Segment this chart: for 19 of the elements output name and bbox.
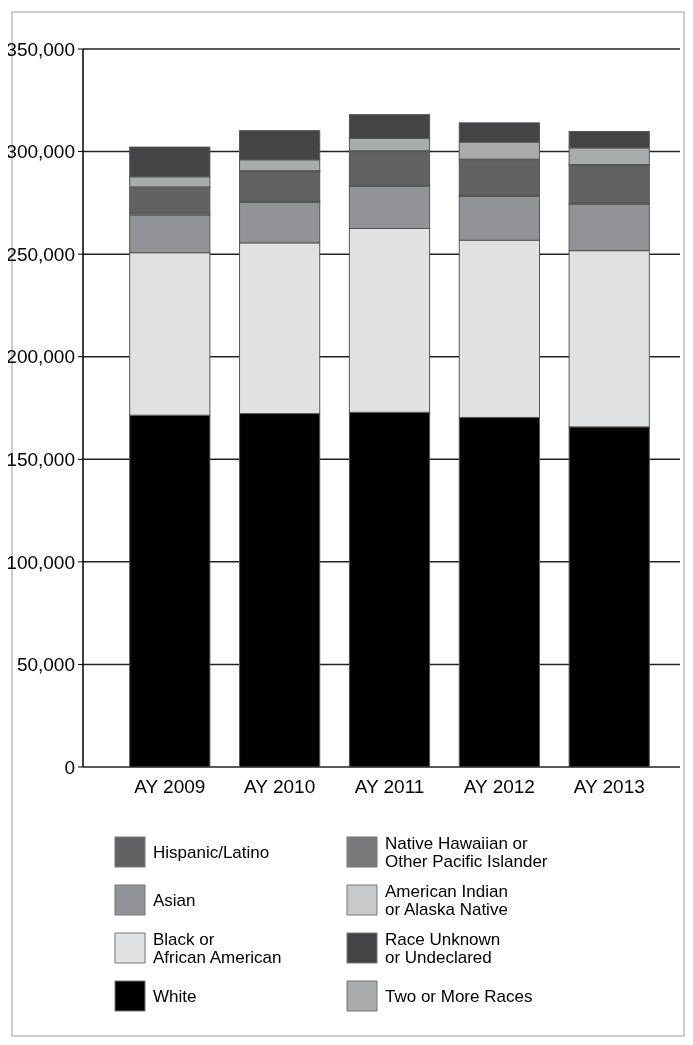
- legend-label: Black or African American: [153, 929, 282, 967]
- legend-label: Hispanic/Latino: [153, 842, 270, 862]
- x-tick-label: AY 2010: [244, 776, 316, 797]
- legend-label: American Indian or Alaska Native: [385, 881, 508, 919]
- y-tick-label: 150,000: [6, 448, 75, 470]
- legend-label: Asian: [153, 890, 196, 910]
- legend-label: Race Unknown or Undeclared: [385, 929, 501, 967]
- legend-label: Native Hawaiian or Other Pacific Islander: [385, 833, 548, 871]
- x-tick-label: AY 2013: [573, 776, 645, 797]
- x-tick-label: AY 2012: [463, 776, 535, 797]
- y-tick-label: 200,000: [6, 346, 75, 368]
- y-tick-label: 250,000: [6, 243, 75, 265]
- x-tick-label: AY 2011: [354, 776, 425, 797]
- y-tick-label: 0: [64, 756, 75, 778]
- legend-label: White: [153, 986, 197, 1006]
- y-tick-label: 100,000: [6, 551, 75, 573]
- x-tick-label: AY 2009: [134, 776, 206, 797]
- y-tick-label: 50,000: [16, 654, 75, 676]
- legend-label: Two or More Races: [385, 986, 533, 1006]
